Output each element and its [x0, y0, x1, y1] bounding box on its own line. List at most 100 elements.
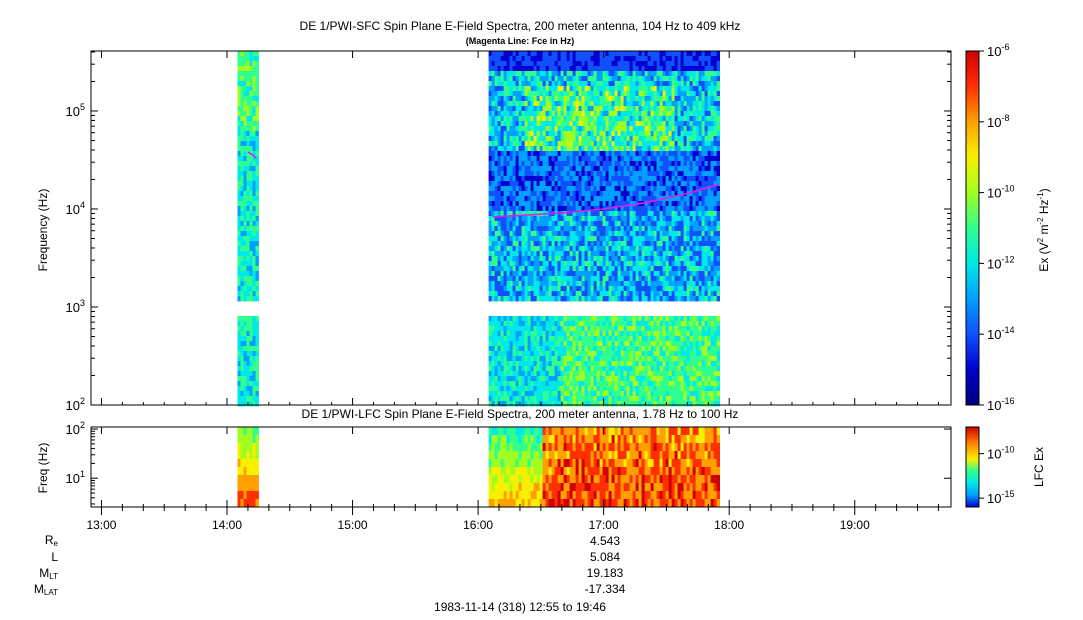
sfc-cell [641, 296, 645, 302]
sfc-cell [629, 196, 633, 202]
sfc-cell [530, 196, 534, 202]
sfc-cell [569, 256, 573, 262]
sfc-cell [605, 131, 609, 137]
sfc-cell [551, 66, 555, 72]
sfc-cell [566, 336, 570, 342]
sfc-cell [656, 146, 660, 152]
sfc-cell [536, 116, 540, 122]
sfc-cell [623, 111, 627, 117]
sfc-cell [536, 86, 540, 92]
sfc-cell [572, 346, 576, 352]
sfc-cell [524, 161, 528, 167]
sfc-cell [650, 296, 654, 302]
sfc-cell [638, 356, 642, 362]
sfc-cell [605, 226, 609, 232]
sfc-cell [500, 121, 504, 127]
sfc-cell [240, 76, 244, 82]
sfc-cell [617, 236, 621, 242]
sfc-cell [536, 361, 540, 367]
sfc-cell [653, 261, 657, 267]
sfc-cell [641, 351, 645, 357]
sfc-cell [611, 326, 615, 332]
sfc-cell [590, 246, 594, 252]
sfc-cell [602, 211, 606, 217]
sfc-cell [539, 291, 543, 297]
sfc-cell [557, 341, 561, 347]
sfc-cell [246, 356, 250, 362]
sfc-cell [629, 276, 633, 282]
sfc-cell [683, 221, 687, 227]
sfc-cell [512, 231, 516, 237]
sfc-cell [659, 281, 663, 287]
sfc-cell [647, 391, 651, 397]
sfc-cell [677, 116, 681, 122]
sfc-cell [512, 271, 516, 277]
sfc-cell [587, 246, 591, 252]
sfc-cell [521, 126, 525, 132]
sfc-cell [569, 136, 573, 142]
sfc-cell [548, 136, 552, 142]
sfc-cell [659, 326, 663, 332]
sfc-cell [632, 246, 636, 252]
sfc-cell [602, 326, 606, 332]
sfc-cell [506, 196, 510, 202]
sfc-cell [545, 271, 549, 277]
sfc-cell [536, 151, 540, 157]
sfc-cell [533, 381, 537, 387]
sfc-cell [671, 166, 675, 172]
sfc-cell [527, 106, 531, 112]
sfc-cell [617, 381, 621, 387]
sfc-cell [566, 61, 570, 67]
sfc-cell [575, 86, 579, 92]
sfc-cell [509, 321, 513, 327]
sfc-cell [506, 141, 510, 147]
sfc-cell [518, 131, 522, 137]
sfc-cell [512, 71, 516, 77]
sfc-cell [569, 281, 573, 287]
sfc-cell [503, 161, 507, 167]
sfc-cell [497, 351, 501, 357]
sfc-cell [656, 326, 660, 332]
sfc-cell [626, 321, 630, 327]
sfc-cell [638, 156, 642, 162]
sfc-cell [647, 181, 651, 187]
sfc-cell [668, 226, 672, 232]
sfc-cell [635, 76, 639, 82]
sfc-cell [596, 131, 600, 137]
sfc-cell [578, 326, 582, 332]
sfc-cell [491, 101, 495, 107]
sfc-cell [593, 136, 597, 142]
sfc-cell [656, 96, 660, 102]
sfc-cell [635, 221, 639, 227]
sfc-cell [602, 401, 606, 407]
sfc-cell [665, 296, 669, 302]
sfc-cell [587, 141, 591, 147]
sfc-cell [575, 286, 579, 292]
sfc-cell [521, 196, 525, 202]
sfc-cell [614, 266, 618, 272]
sfc-cell [644, 266, 648, 272]
sfc-cell [503, 366, 507, 372]
sfc-cell [518, 146, 522, 152]
sfc-cell [596, 386, 600, 392]
sfc-cell [491, 91, 495, 97]
sfc-cell [572, 386, 576, 392]
sfc-cell [557, 351, 561, 357]
sfc-cell [575, 361, 579, 367]
sfc-cell [554, 231, 558, 237]
sfc-cell [629, 51, 633, 57]
sfc-cell [653, 341, 657, 347]
sfc-cell [518, 221, 522, 227]
sfc-cell [518, 211, 522, 217]
sfc-cell [246, 206, 250, 212]
sfc-cell [650, 336, 654, 342]
lfc-ylabel: Freq (Hz) [36, 443, 50, 494]
sfc-cell [644, 271, 648, 277]
sfc-cell [680, 351, 684, 357]
sfc-cell [674, 166, 678, 172]
sfc-cell [581, 56, 585, 62]
sfc-cell [521, 256, 525, 262]
sfc-cell [590, 76, 594, 82]
sfc-cell [605, 61, 609, 67]
sfc-cell [593, 141, 597, 147]
